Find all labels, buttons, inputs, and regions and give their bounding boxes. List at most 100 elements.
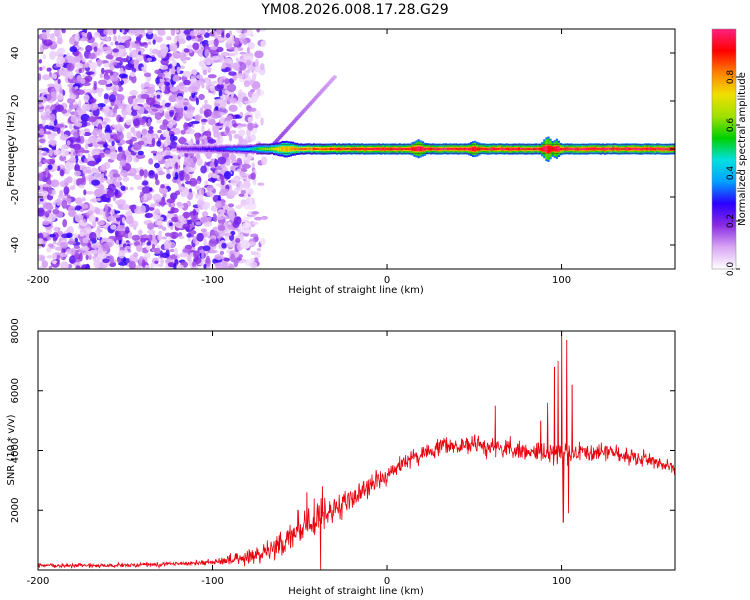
spectrogram-speckle bbox=[117, 146, 123, 151]
spectrogram-speckle bbox=[82, 237, 89, 244]
spectrogram-speckle bbox=[113, 72, 119, 77]
spectrogram-speckle bbox=[149, 187, 153, 192]
spectrogram-speckle bbox=[164, 102, 171, 108]
spectrogram-ridge-segment bbox=[350, 148, 353, 151]
spectrogram-speckle bbox=[226, 226, 236, 230]
spectrogram-ridge-segment bbox=[637, 148, 640, 151]
spectrogram-ridge-segment bbox=[501, 148, 504, 150]
spectrogram-speckle bbox=[76, 89, 85, 95]
spectrogram-speckle bbox=[218, 190, 228, 197]
spectrogram-ridge-segment bbox=[440, 148, 443, 151]
spectrogram-speckle bbox=[151, 108, 159, 112]
spectrogram-ridge-segment bbox=[195, 148, 198, 150]
spectrogram-speckle bbox=[114, 230, 119, 237]
spectrogram-ridge-segment bbox=[612, 147, 615, 150]
spectrogram-speckle bbox=[61, 148, 66, 158]
spectrogram-speckle bbox=[120, 139, 126, 145]
spectrogram-ridge-segment bbox=[377, 147, 380, 150]
spectrogram-speckle bbox=[192, 208, 197, 216]
spectrogram-ridge-segment bbox=[210, 148, 213, 150]
spectrogram-speckle bbox=[136, 130, 142, 140]
spectrogram-speckle bbox=[84, 75, 93, 83]
spectrogram-speckle bbox=[174, 247, 178, 256]
spectrogram-speckle bbox=[99, 73, 103, 79]
spectrogram-ridge-segment bbox=[499, 147, 502, 150]
spectrogram-ridge-segment bbox=[660, 148, 663, 151]
spectrogram-ridge-segment bbox=[505, 147, 508, 150]
spectrogram-ridge-segment bbox=[302, 148, 305, 151]
spectrogram-speckle bbox=[107, 173, 113, 178]
spectrogram-ridge-segment bbox=[233, 148, 236, 150]
spectrogram-speckle bbox=[96, 226, 101, 231]
spectrogram-speckle bbox=[135, 153, 146, 159]
spectrogram-ridge-segment bbox=[451, 148, 454, 150]
spectrogram-speckle bbox=[52, 241, 57, 245]
spectrogram-speckle bbox=[139, 169, 145, 177]
spectrogram-speckle bbox=[169, 248, 175, 253]
spectrogram-speckle bbox=[53, 149, 62, 156]
spectrogram-speckle bbox=[196, 74, 204, 79]
spectrogram-speckle bbox=[116, 94, 125, 102]
spectrogram-ridge-segment bbox=[206, 148, 209, 150]
spectrogram-speckle bbox=[251, 211, 260, 215]
spectrogram-ridge-segment bbox=[459, 147, 462, 150]
spectrogram-speckle bbox=[92, 154, 102, 159]
spectrogram-speckle bbox=[97, 129, 103, 136]
spectrogram-ridge-segment bbox=[448, 147, 452, 150]
spectrogram-speckle bbox=[100, 243, 110, 252]
spectrogram-ridge-segment bbox=[545, 145, 548, 153]
spectrogram-speckle bbox=[227, 221, 232, 225]
spectrogram-speckle bbox=[226, 249, 231, 254]
spectrogram-speckle bbox=[203, 263, 207, 269]
spectrogram-ridge-segment bbox=[413, 147, 416, 151]
spectrogram-speckle bbox=[118, 262, 128, 266]
spectrogram-speckle bbox=[236, 168, 242, 173]
spectrogram-speckle bbox=[41, 240, 47, 245]
spectrogram-speckle bbox=[209, 249, 218, 254]
spectrogram-ridge-segment bbox=[352, 147, 355, 150]
spectrogram-speckle bbox=[44, 212, 50, 217]
spectrogram-ridge-segment bbox=[495, 148, 498, 151]
spectrogram-speckle bbox=[219, 95, 226, 99]
spectrogram-speckle bbox=[125, 139, 133, 145]
spectrogram-ridge-segment bbox=[358, 148, 362, 150]
spectrogram-ridge-segment bbox=[386, 148, 389, 150]
spectrogram-speckle bbox=[133, 252, 139, 258]
spectrogram-speckle bbox=[118, 116, 124, 123]
spectrogram-speckle bbox=[92, 128, 99, 136]
spectrogram-ridge-segment bbox=[559, 147, 563, 151]
spectrogram-ridge-segment bbox=[652, 148, 655, 150]
spectrogram-speckle bbox=[179, 65, 186, 69]
spectrogram-speckle bbox=[235, 237, 241, 244]
spectrogram-ridge-segment bbox=[639, 148, 642, 151]
spectrogram-speckle bbox=[103, 62, 109, 68]
spectrogram-ridge-segment bbox=[388, 148, 391, 151]
spectrogram-speckle bbox=[38, 154, 42, 163]
spectrogram-speckle bbox=[182, 188, 190, 197]
spectrogram-speckle bbox=[115, 239, 119, 246]
spectrogram-ridge-segment bbox=[409, 148, 412, 151]
spectrogram-ridge-segment bbox=[390, 148, 393, 150]
colorbar-tick-label: 0.2 bbox=[726, 214, 736, 228]
spectrogram-speckle bbox=[100, 178, 107, 182]
spectrogram-speckle bbox=[169, 86, 179, 92]
spectrogram-speckle bbox=[94, 208, 101, 215]
spectrogram-ridge-segment bbox=[180, 148, 184, 150]
spectrogram-speckle bbox=[231, 62, 240, 70]
spectrogram-speckle bbox=[159, 124, 168, 131]
spectrogram-speckle bbox=[97, 79, 107, 86]
spectrogram-ridge-segment bbox=[226, 148, 230, 150]
spectrogram-speckle bbox=[59, 169, 65, 177]
spectrogram-speckle bbox=[139, 205, 147, 214]
spectrogram-speckle bbox=[246, 68, 251, 74]
spectrogram-ridge-segment bbox=[566, 147, 569, 150]
spectrogram-speckle bbox=[97, 230, 101, 240]
spectrogram-speckle bbox=[189, 30, 196, 36]
spectrogram-speckle bbox=[93, 259, 101, 269]
spectrogram-speckle bbox=[159, 250, 163, 258]
spectrogram-speckle bbox=[195, 97, 200, 106]
spectrogram-speckle bbox=[118, 73, 128, 79]
spectrogram-speckle bbox=[203, 130, 212, 136]
spectrogram-speckle bbox=[126, 131, 132, 140]
